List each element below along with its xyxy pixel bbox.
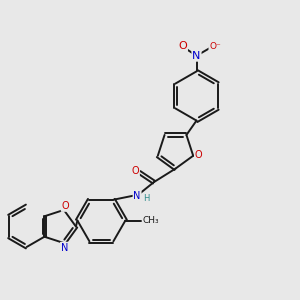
Text: N: N (61, 242, 68, 253)
Text: N: N (192, 51, 201, 61)
Text: H: H (143, 194, 150, 203)
Text: O: O (195, 150, 203, 160)
Text: O⁻: O⁻ (209, 42, 221, 51)
Text: CH₃: CH₃ (142, 216, 159, 225)
Text: O: O (178, 41, 187, 51)
Text: O: O (61, 201, 69, 211)
Text: O: O (131, 166, 139, 176)
Text: N: N (134, 191, 141, 201)
